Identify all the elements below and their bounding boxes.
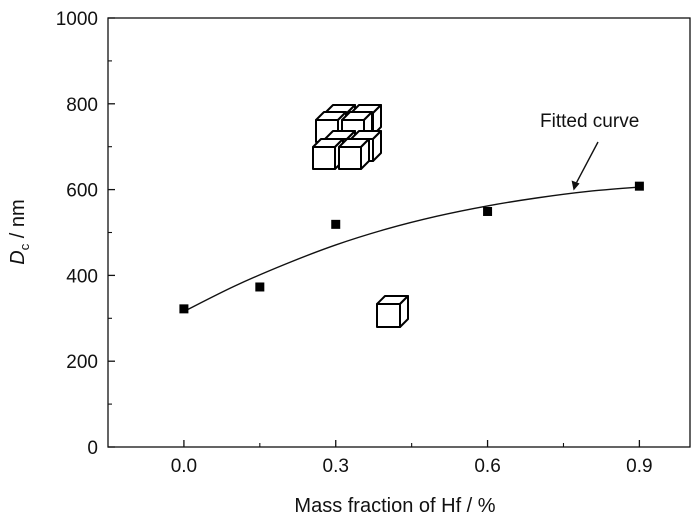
- y-axis-title-sub: c: [17, 243, 32, 250]
- data-point: [634, 181, 644, 191]
- cube-front-face: [376, 303, 401, 328]
- plot-frame: [107, 17, 691, 448]
- y-tick-label: 600: [66, 181, 98, 202]
- y-axis-title-unit: / nm: [7, 199, 29, 243]
- y-tick-label: 1000: [56, 9, 98, 30]
- x-tick-label: 0.3: [323, 456, 349, 477]
- x-tick-label: 0.6: [474, 456, 500, 477]
- cube-front-face: [338, 146, 362, 170]
- multi-cube-icon: [312, 104, 382, 170]
- fitted-curve-label: Fitted curve: [540, 111, 639, 132]
- y-tick-label: 400: [66, 266, 98, 287]
- x-tick-label: 0.9: [626, 456, 652, 477]
- data-point: [179, 304, 189, 314]
- single-cube-icon: [376, 295, 409, 328]
- data-point: [255, 282, 265, 292]
- y-axis-title-main: D: [7, 250, 29, 264]
- data-point: [331, 219, 341, 229]
- data-point: [483, 206, 493, 216]
- y-tick-label: 800: [66, 95, 98, 116]
- x-tick-label: 0.0: [171, 456, 197, 477]
- y-tick-label: 200: [66, 352, 98, 373]
- cube-icon: [338, 138, 370, 170]
- annotation-arrowhead: [571, 180, 580, 191]
- y-tick-label: 0: [87, 438, 98, 459]
- cube-icon: [376, 295, 409, 328]
- cube-front-face: [312, 146, 336, 170]
- annotation-arrow-line: [575, 141, 599, 183]
- svg-text:Dc / nm: Dc / nm: [7, 199, 32, 264]
- fitted-curve-line: [183, 186, 640, 313]
- x-axis-title: Mass fraction of Hf / %: [294, 495, 495, 517]
- y-axis-title: Dc / nm: [7, 199, 32, 264]
